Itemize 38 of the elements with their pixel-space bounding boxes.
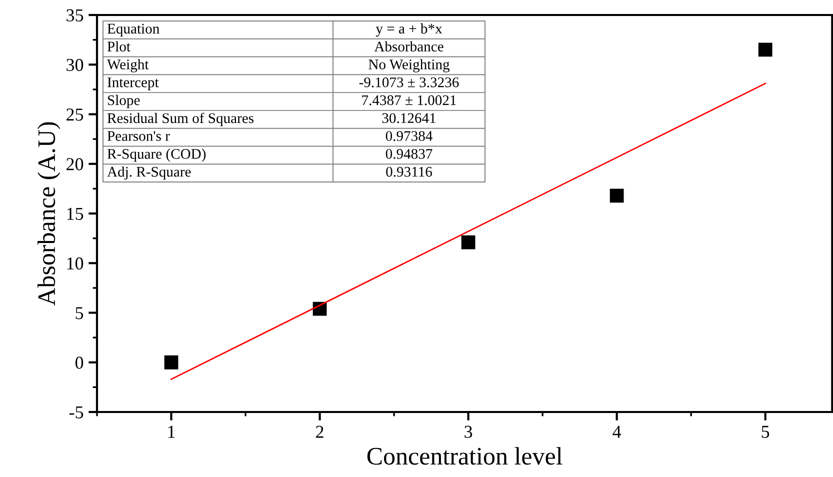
annotation: Absorbance	[374, 41, 444, 52]
annotation: 0.97384	[386, 131, 432, 141]
annotation: Equation	[107, 24, 160, 37]
annotation: R-Square (COD)	[107, 148, 206, 162]
annotation: Residual Sum of Squares	[107, 112, 254, 126]
y-tick-label: 20	[66, 158, 84, 170]
point	[164, 355, 178, 370]
y-tick-label: 0	[75, 356, 84, 369]
annotation: 30.12641	[382, 113, 436, 124]
y-tick-label: -5	[69, 406, 84, 418]
annotation: No Weighting	[368, 59, 450, 72]
x-tick-label: 5	[762, 426, 770, 438]
annotation: 7.4387 ± 1.0021	[362, 95, 456, 106]
point	[461, 235, 476, 250]
annotation: Plot	[107, 41, 130, 52]
y-axis-title: Absorbance (A.U)	[38, 122, 60, 306]
annotation: Pearson's r	[107, 131, 170, 141]
point	[758, 42, 772, 57]
y-tick-label: 5	[76, 307, 84, 320]
x-axis-title: Concentration level	[367, 447, 562, 465]
annotation: -9.1073 ± 3.3236	[359, 77, 459, 88]
annotation: Intercept	[108, 78, 159, 90]
x-tick-label: 1	[168, 426, 175, 438]
annotation: y = a + b*x	[376, 23, 442, 37]
annotation: Weight	[107, 59, 149, 72]
annotation: Slope	[108, 94, 140, 108]
annotation: 0.93116	[386, 166, 432, 177]
point	[610, 188, 624, 203]
x-tick-label: 3	[464, 426, 472, 438]
y-tick-label: 35	[66, 9, 84, 22]
annotation: Adj. R-Square	[107, 166, 191, 180]
y-tick-label: 10	[67, 257, 84, 270]
y-tick-label: 25	[66, 108, 84, 121]
y-tick-label: 30	[66, 58, 84, 72]
y-tick-label: 15	[67, 208, 84, 220]
x-tick-label: 2	[316, 426, 324, 438]
annotation: 0.94837	[386, 148, 432, 159]
x-tick-label: 4	[612, 426, 622, 438]
